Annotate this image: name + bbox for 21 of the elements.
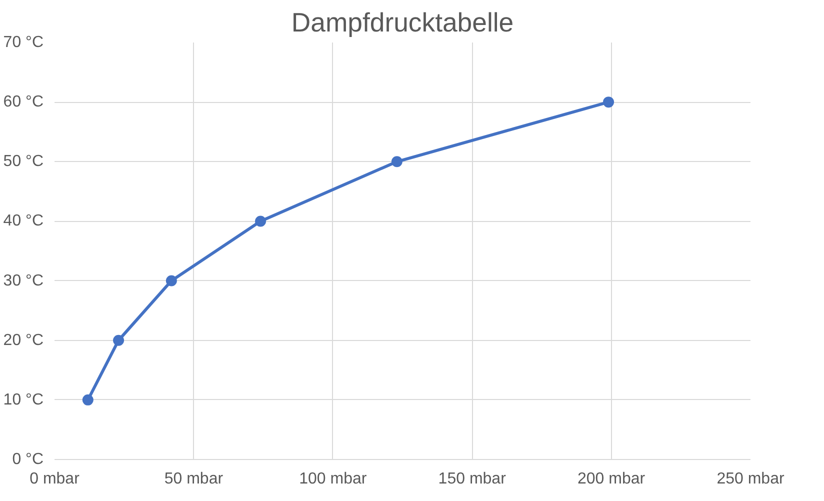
chart-title: Dampfdrucktabelle xyxy=(291,8,514,38)
y-tick-label: 10 °C xyxy=(3,391,44,408)
point xyxy=(82,394,94,406)
point xyxy=(603,96,614,108)
x-tick-label: 250 mbar xyxy=(716,470,785,488)
y-tick-label: 70 °C xyxy=(3,34,44,51)
x-tick-label: 50 mbar xyxy=(164,470,224,488)
y-tick-label: 60 °C xyxy=(3,94,44,111)
x-tick-label: 100 mbar xyxy=(299,470,368,488)
point xyxy=(391,156,402,168)
y-tick-label: 50 °C xyxy=(3,153,44,170)
point xyxy=(166,275,177,286)
x-tick-label: 0 mbar xyxy=(30,470,80,488)
point xyxy=(113,334,124,346)
y-tick-label: 0 °C xyxy=(12,451,44,468)
y-tick-label: 40 °C xyxy=(3,212,44,230)
y-tick-label: 20 °C xyxy=(3,332,44,349)
point xyxy=(255,216,266,227)
x-tick-label: 150 mbar xyxy=(438,470,507,488)
x-tick-label: 200 mbar xyxy=(578,470,646,488)
y-tick-label: 30 °C xyxy=(3,272,44,290)
